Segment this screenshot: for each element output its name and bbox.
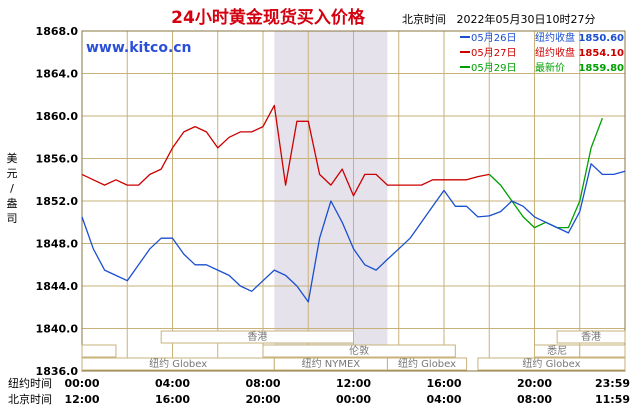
band-globex: 纽约 Globex [522,357,580,370]
plot-area: 1868.0 1864.0 1860.0 1856.0 1852.0 1848.0 1844… [7,25,631,406]
series-line-1 [81,104,490,197]
legend-date: 05月27日 [471,47,516,59]
x-tick-label: 08:00 [517,393,552,406]
legend-value: 1854.10 [578,48,624,59]
plot-border [81,30,626,372]
x-tick-label: 04:00 [426,393,461,406]
y-axis-label-char: 美 [7,152,18,165]
y-tick-label: 1864.0 [36,68,79,81]
legend-label: 纽约收盘 [535,46,575,59]
series-line-0 [81,189,490,303]
y-tick-label: 1840.0 [36,323,79,336]
watermark: www.kitco.cn [86,40,192,56]
y-tick-label: 1852.0 [36,195,79,208]
y-tick-label: 1844.0 [36,280,79,293]
x-tick-label: 16:00 [426,377,461,390]
x-tick-label: 20:00 [245,393,280,406]
band-sydney-post-box [579,344,626,358]
x-tick-label: 12:00 [64,393,99,406]
x-tick-label: 16:00 [155,393,190,406]
band-london: 伦敦 [349,344,369,357]
band-hongkong-box [556,330,626,344]
band-london-pre-box [81,344,117,358]
x-tick-label: 23:59 [595,377,630,390]
band-globex-box [386,357,468,371]
band-hongkong: 香港 [581,331,601,343]
band-hongkong-box [160,330,354,344]
x-tick-label: 12:00 [336,377,371,390]
x-tick-label: 20:00 [517,377,552,390]
y-axis-label-char: 司 [7,212,18,225]
legend-label: 纽约收盘 [535,31,575,44]
x-tick-label: 00:00 [64,377,99,390]
band-globex: 纽约 Globex [398,357,456,370]
chart-title: 24小时黄金现货买入价格 [171,7,366,28]
legend-value: 1850.60 [578,33,624,44]
y-tick-label: 1868.0 [36,25,79,38]
x-row-label: 纽约时间 [8,376,52,390]
y-tick-label: 1848.0 [36,238,79,251]
legend-date: 05月26日 [471,32,516,44]
band-globex: 纽约 Globex [149,357,207,370]
band-london-box [262,344,456,358]
x-tick-label: 11:59 [595,393,630,406]
y-tick-label: 1856.0 [36,153,79,166]
y-axis-label-char: 盎 [7,196,18,210]
header-time: 北京时间 2022年05月30日10时27分 [402,12,595,26]
y-tick-label: 1836.0 [36,365,79,378]
y-axis-label-char: 元 [7,167,18,180]
x-tick-label: 04:00 [155,377,190,390]
series-line-3 [489,163,626,234]
y-tick-label: 1860.0 [36,110,79,123]
band-sydney: 悉尼 [547,345,567,357]
band-globex-box [477,357,626,371]
band-nymex: 纽约 NYMEX [302,357,361,370]
legend-date: 05月29日 [471,62,516,74]
legend-label: 最新价 [535,61,565,74]
y-axis-label-char: / [10,182,14,195]
x-row-label: 北京时间 [8,392,52,406]
x-tick-label: 00:00 [336,393,371,406]
legend-value: 1859.80 [578,63,624,74]
x-tick-label: 08:00 [245,377,280,390]
band-hongkong: 香港 [247,331,267,343]
